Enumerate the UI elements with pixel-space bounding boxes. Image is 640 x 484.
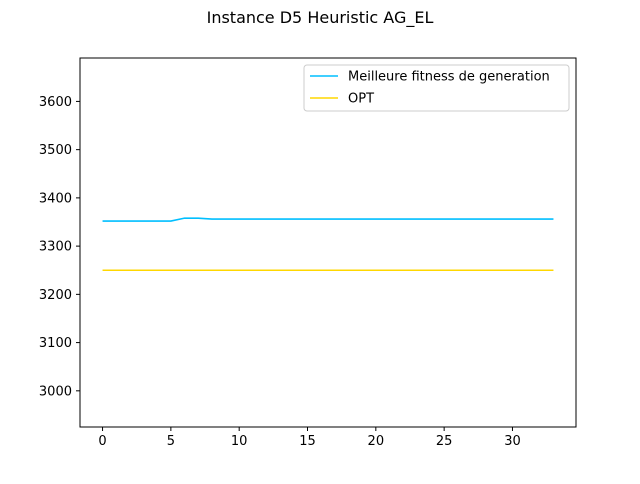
y-tick-label: 3600 [39, 95, 72, 110]
x-tick-label: 15 [299, 434, 316, 449]
y-tick-label: 3000 [39, 384, 72, 399]
legend: Meilleure fitness de generation OPT [303, 64, 570, 112]
x-tick-label: 0 [98, 434, 106, 449]
plot-area-frame [79, 57, 577, 428]
legend-label: Meilleure fitness de generation [348, 70, 550, 85]
legend-label: OPT [348, 92, 374, 107]
x-tick-label: 20 [368, 434, 385, 449]
x-tick-label: 25 [436, 434, 453, 449]
x-tick-label: 10 [231, 434, 248, 449]
x-tick-label: 5 [167, 434, 175, 449]
y-tick-label: 3300 [39, 240, 72, 255]
y-tick-label: 3400 [39, 191, 72, 206]
chart-title: Instance D5 Heuristic AG_EL [206, 8, 434, 27]
series-line [102, 217, 554, 222]
x-axis: 0 5 10 15 20 25 30 [98, 427, 521, 449]
x-tick-label: 30 [504, 434, 521, 449]
legend-box [303, 64, 570, 112]
y-axis: 3000 3100 3200 3300 3400 3500 3600 [39, 95, 80, 399]
series-layer [102, 217, 554, 272]
y-tick-label: 3500 [39, 143, 72, 158]
y-tick-label: 3100 [39, 336, 72, 351]
y-tick-label: 3200 [39, 288, 72, 303]
